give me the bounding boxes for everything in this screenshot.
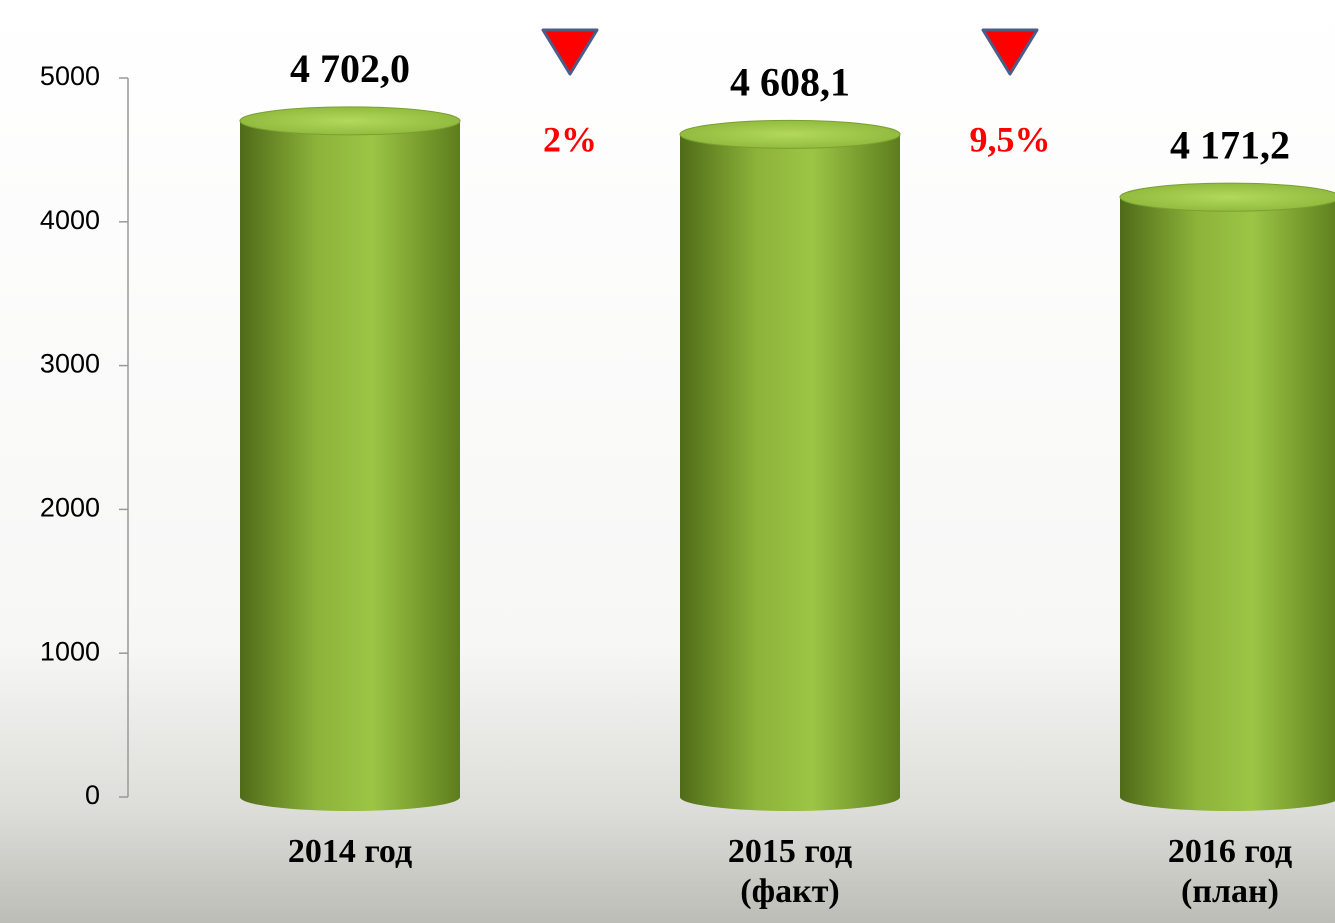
x-tick-label: 2016 год (план)	[1167, 833, 1293, 910]
y-tick-label: 3000	[40, 349, 100, 379]
y-tick-label: 1000	[40, 636, 100, 666]
x-tick-label: 2015 год (факт)	[727, 833, 853, 910]
down-triangle	[981, 28, 1039, 76]
value-label: 4 702,0	[290, 46, 410, 91]
bar-top	[679, 119, 901, 149]
y-tick-label: 2000	[40, 493, 100, 523]
value-label: 4 608,1	[730, 60, 850, 105]
down-triangle	[541, 28, 599, 76]
bar	[240, 120, 460, 811]
x-tick-label: 2014 год	[287, 833, 413, 870]
bar	[680, 134, 900, 811]
y-tick-label: 4000	[40, 205, 100, 235]
bar-top	[239, 106, 461, 136]
y-tick-label: 5000	[40, 61, 100, 91]
change-label: 9,5%	[970, 119, 1051, 159]
bar	[1120, 197, 1335, 811]
change-label: 2%	[543, 119, 597, 159]
value-label: 4 171,2	[1170, 122, 1290, 167]
y-tick-label: 0	[85, 780, 100, 810]
bar-top	[1119, 182, 1335, 212]
